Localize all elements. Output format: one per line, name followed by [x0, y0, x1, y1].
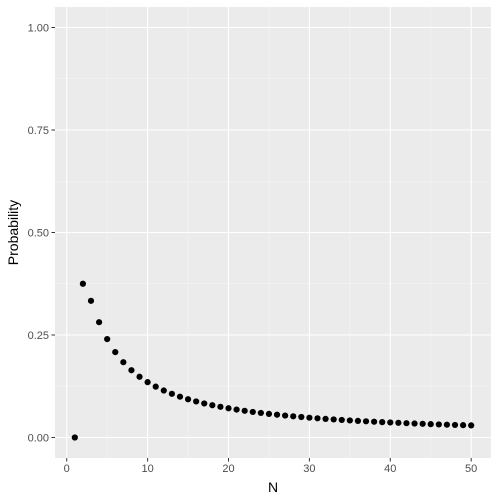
x-tick-label: 30: [303, 463, 315, 475]
x-axis-ticks: 0 10 20 30 40 50: [64, 458, 477, 475]
data-point: [290, 413, 297, 420]
data-point: [176, 393, 184, 400]
x-tick-label: 50: [465, 463, 477, 475]
data-point: [241, 407, 248, 414]
data-point: [112, 348, 119, 356]
data-point: [160, 387, 167, 394]
data-point: [193, 398, 200, 405]
y-tick-label: 0.50: [28, 228, 49, 240]
data-point: [338, 416, 345, 424]
data-points: [71, 280, 475, 441]
data-point: [371, 418, 378, 425]
data-point: [354, 417, 362, 424]
data-point: [427, 421, 434, 428]
data-point: [71, 434, 78, 441]
data-point: [87, 297, 95, 304]
data-point: [435, 421, 442, 428]
data-point: [387, 419, 394, 426]
data-point: [379, 419, 386, 426]
data-point: [201, 400, 208, 407]
x-tick-label: 40: [384, 463, 396, 475]
data-point: [362, 418, 370, 425]
data-point: [411, 420, 418, 427]
data-point: [184, 396, 192, 403]
data-point: [249, 408, 256, 416]
data-point: [152, 383, 159, 390]
data-point: [451, 421, 459, 429]
data-point: [95, 319, 103, 326]
data-point: [225, 405, 232, 412]
data-point: [419, 420, 426, 427]
data-point: [306, 414, 313, 421]
x-tick-label: 20: [222, 463, 234, 475]
data-point: [395, 419, 402, 426]
data-point: [79, 280, 87, 287]
data-point: [233, 406, 240, 413]
y-axis-title: Probability: [5, 200, 21, 265]
data-point: [265, 410, 273, 417]
data-point: [168, 390, 175, 397]
data-point: [468, 422, 475, 429]
x-tick-label: 10: [141, 463, 153, 475]
data-point: [136, 373, 143, 380]
data-point: [128, 367, 135, 374]
y-tick-label: 1.00: [28, 23, 49, 35]
data-point: [322, 415, 329, 422]
y-axis-ticks: 0.00 0.25 0.50 0.75 1.00: [28, 23, 55, 445]
y-tick-label: 0.25: [28, 330, 49, 342]
data-point: [298, 413, 305, 421]
data-point: [257, 409, 264, 417]
data-point: [459, 422, 467, 429]
y-tick-label: 0.75: [28, 125, 49, 137]
x-tick-label: 0: [64, 463, 70, 475]
data-point: [209, 402, 216, 409]
y-tick-label: 0.00: [28, 433, 49, 445]
data-point: [330, 416, 337, 423]
data-point: [120, 359, 127, 366]
data-point: [443, 421, 451, 428]
data-point: [144, 379, 151, 386]
data-point: [282, 412, 289, 419]
data-point: [104, 336, 111, 343]
x-axis-title: N: [268, 479, 278, 495]
data-point: [314, 415, 321, 422]
data-point: [403, 420, 410, 427]
data-point: [346, 417, 353, 424]
data-point: [217, 403, 224, 410]
data-point: [273, 411, 281, 418]
